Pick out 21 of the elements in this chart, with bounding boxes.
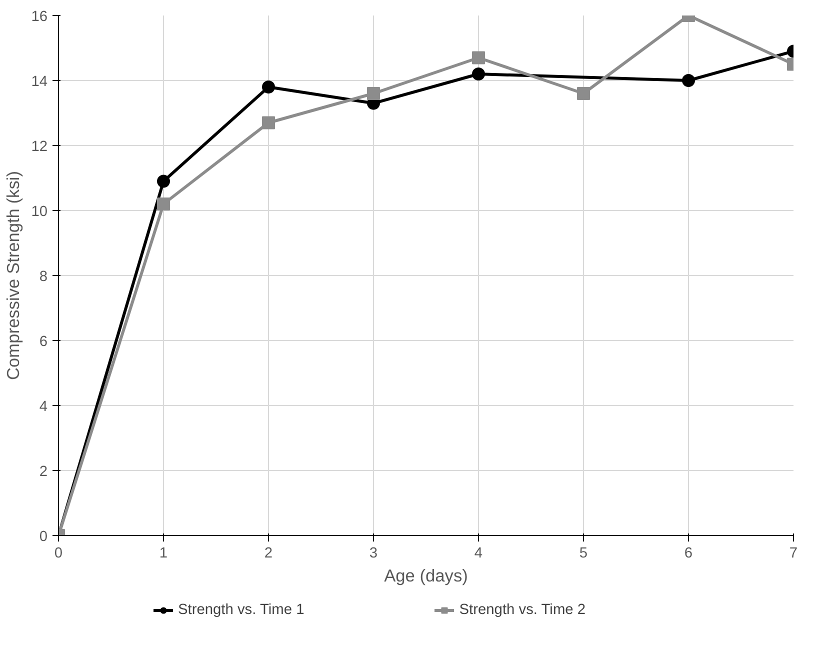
y-tick-label: 0 [39, 529, 48, 545]
x-tick-label: 6 [684, 546, 693, 562]
x-tick-label: 5 [579, 546, 588, 562]
x-tick-label: 3 [369, 546, 378, 562]
y-tick-label: 4 [39, 399, 48, 415]
x-axis-title: Age (days) [384, 566, 468, 586]
y-tick-label: 12 [31, 139, 48, 155]
legend-label: Strength vs. Time 2 [459, 602, 586, 618]
x-tick-label: 4 [474, 546, 483, 562]
y-tick-label: 2 [39, 464, 48, 480]
x-tick-label: 1 [159, 546, 168, 562]
x-tick-label: 0 [54, 546, 63, 562]
y-tick-label: 14 [31, 74, 48, 90]
legend-label: Strength vs. Time 1 [178, 602, 304, 618]
x-tick-label: 7 [789, 546, 798, 562]
y-tick-label: 6 [39, 334, 48, 350]
y-tick-label: 8 [39, 269, 48, 285]
y-axis-title: Compressive Strength (ksi) [3, 171, 24, 380]
y-tick-label: 10 [31, 204, 48, 220]
x-tick-label: 2 [264, 546, 273, 562]
y-tick-label: 16 [31, 9, 48, 25]
